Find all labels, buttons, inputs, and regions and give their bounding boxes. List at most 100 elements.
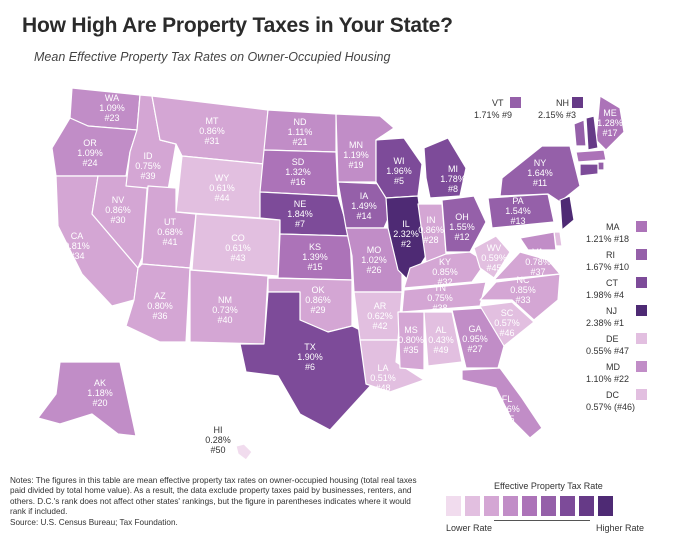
state-abbr: OH (455, 212, 469, 222)
state-rate: 1.11% (287, 127, 313, 137)
callout-abbr: DE (606, 334, 619, 344)
state-abbr: CA (70, 231, 84, 241)
state-abbr: OK (311, 285, 325, 295)
label-ia: IA 1.49% #14 (351, 191, 377, 221)
state-ak (37, 361, 137, 437)
label-mn: MN 1.19% #19 (343, 140, 369, 170)
callout-swatch (636, 249, 647, 260)
label-ky: KY 0.85% #32 (432, 257, 458, 287)
label-la: LA 0.51% #48 (370, 363, 396, 393)
state-rate: 0.85% (432, 267, 458, 277)
state-abbr: KY (438, 257, 451, 267)
label-ok: OK 0.86% #29 (305, 285, 331, 315)
state-rate: 1.28% (597, 118, 623, 128)
callout-value: 1.10% #22 (586, 374, 630, 384)
state-abbr: AK (93, 378, 106, 388)
state-abbr: TX (304, 342, 316, 352)
state-rate: 1.02% (361, 255, 387, 265)
label-wi: WI 1.96% #5 (386, 156, 412, 186)
label-tx: TX 1.90% #6 (297, 342, 323, 372)
state-abbr: VA (532, 247, 544, 257)
label-wa: WA 1.09% #23 (99, 93, 125, 123)
label-oh: OH 1.55% #12 (449, 212, 475, 242)
label-mo: MO 1.02% #26 (361, 245, 387, 275)
state-md (519, 231, 557, 251)
state-rate: 0.80% (147, 301, 173, 311)
state-rate: 1.90% (297, 352, 323, 362)
label-ny: NY 1.64% #11 (527, 158, 553, 188)
state-rate: 0.86% (418, 225, 444, 235)
state-abbr: MO (366, 245, 382, 255)
state-rate: 1.64% (527, 168, 553, 178)
legend-swatch (465, 496, 480, 516)
callout-abbr: CT (606, 278, 618, 288)
state-rank: #13 (510, 216, 526, 226)
state-oh (441, 195, 487, 253)
callout-abbr: NH (556, 98, 569, 108)
callout-value: 0.55% #47 (586, 346, 630, 356)
callout-swatch (636, 221, 647, 232)
label-tn: TN 0.75% #38 (427, 283, 453, 313)
legend-arrow (494, 520, 590, 521)
callout-value: 2.15% #3 (538, 110, 577, 120)
legend-low-label: Lower Rate (446, 523, 493, 533)
state-rank: #44 (214, 193, 230, 203)
label-fl: FL 1.06% #25 (494, 394, 520, 424)
state-rank: #2 (400, 239, 411, 249)
state-abbr: GA (468, 324, 482, 334)
state-rank: #35 (403, 345, 419, 355)
state-rate: 1.96% (386, 166, 412, 176)
state-fl (461, 367, 543, 439)
callout-abbr: VT (492, 98, 504, 108)
callout-value: 1.21% #18 (586, 234, 630, 244)
state-rate: 1.32% (285, 167, 311, 177)
callout-swatch (636, 333, 647, 344)
label-sc: SC 0.57% #46 (494, 308, 520, 338)
state-abbr: IL (402, 219, 410, 229)
state-rank: #26 (366, 265, 382, 275)
state-rank: #48 (375, 383, 391, 393)
label-ak: AK 1.18% #20 (87, 378, 113, 408)
state-abbr: AZ (154, 291, 166, 301)
state-rate: 0.81% (64, 241, 90, 251)
state-nc (479, 273, 561, 321)
notes: Notes: The figures in this table are mea… (10, 476, 420, 528)
state-rate: 0.28% (205, 435, 231, 445)
state-rank: #6 (304, 362, 315, 372)
label-ca: CA 0.81% #34 (64, 231, 90, 261)
state-rank: #16 (290, 177, 306, 187)
legend-swatch (503, 496, 518, 516)
label-hi: HI 0.28% #50 (205, 425, 231, 455)
state-rank: #49 (433, 345, 449, 355)
label-mt: MT 0.86% #31 (199, 116, 225, 146)
state-tx (239, 291, 373, 431)
label-wv: WV 0.59% #45 (481, 243, 507, 273)
label-in: IN 0.86% #28 (418, 215, 444, 245)
callout-swatch (636, 361, 647, 372)
callout-abbr: MA (606, 222, 620, 232)
legend-swatch (560, 496, 575, 516)
state-abbr: NE (293, 199, 307, 209)
state-abbr: AL (435, 325, 447, 335)
state-abbr: NY (533, 158, 547, 168)
map-title: How High Are Property Taxes in Your Stat… (22, 14, 453, 37)
state-abbr: MS (404, 325, 418, 335)
label-nc: NC 0.85% #33 (510, 275, 536, 305)
state-abbr: NM (218, 295, 232, 305)
state-rank: #39 (140, 171, 156, 181)
legend-swatch (598, 496, 613, 516)
callout-value: 1.98% #4 (586, 290, 625, 300)
source-text: Source: U.S. Census Bureau; Tax Foundati… (10, 517, 178, 527)
label-va: VA 0.78% #37 (525, 247, 551, 277)
state-abbr: CO (231, 233, 245, 243)
state-rate: 1.49% (351, 201, 377, 211)
state-rate: 2.32% (393, 229, 419, 239)
state-rank: #25 (499, 414, 515, 424)
state-rank: #31 (204, 136, 220, 146)
label-nv: NV 0.86% #30 (105, 195, 131, 225)
state-nj (559, 195, 575, 231)
state-rank: #36 (152, 311, 168, 321)
state-abbr: IA (359, 191, 369, 201)
state-rank: #7 (294, 219, 305, 229)
state-rank: #37 (530, 267, 546, 277)
